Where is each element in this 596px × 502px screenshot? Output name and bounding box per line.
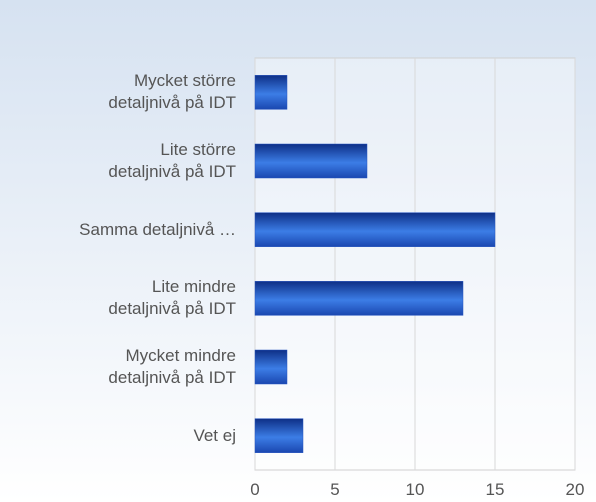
y-tick-label: Samma detaljnivå … bbox=[79, 219, 236, 239]
x-tick-label: 15 bbox=[485, 480, 505, 499]
y-tick-label: Lite större detaljnivå på IDT bbox=[108, 140, 236, 181]
y-tick-label: Mycket mindre detaljnivå på IDT bbox=[108, 346, 236, 387]
y-tick-label: Mycket större detaljnivå på IDT bbox=[108, 71, 236, 113]
bar bbox=[254, 143, 368, 179]
x-tick-label: 20 bbox=[565, 480, 585, 499]
x-tick-label: 0 bbox=[250, 480, 260, 499]
y-tick-label: Vet ej bbox=[193, 425, 236, 445]
bar bbox=[254, 75, 288, 110]
bar bbox=[254, 349, 288, 385]
bar bbox=[254, 212, 496, 247]
x-tick-label: 5 bbox=[330, 480, 340, 499]
bar bbox=[254, 281, 464, 316]
x-tick-label: 10 bbox=[405, 480, 425, 499]
bar bbox=[254, 418, 304, 453]
y-tick-label: Lite mindre detaljnivå på IDT bbox=[108, 277, 236, 319]
